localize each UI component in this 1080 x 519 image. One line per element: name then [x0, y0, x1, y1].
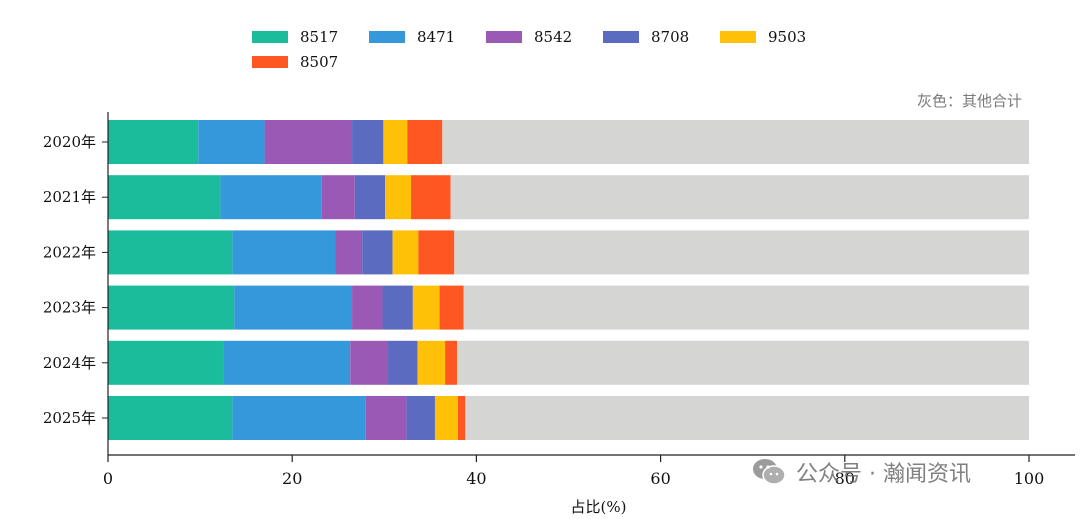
bar-segment-8708-2022年	[362, 230, 393, 275]
bar-segment-9503-2024年	[417, 340, 446, 385]
legend-item-8708: 8708	[603, 28, 689, 46]
legend-swatch	[486, 31, 522, 43]
y-tick-label: 2020年	[43, 133, 96, 151]
bar-segment-其他合计-2021年	[450, 175, 1029, 220]
legend-label: 8708	[651, 28, 690, 46]
bar-segment-8507-2024年	[445, 340, 458, 385]
bar-segment-8471-2021年	[220, 175, 322, 220]
bar-segment-9503-2021年	[385, 175, 412, 220]
x-tick-label: 60	[650, 469, 670, 488]
y-tick-label: 2022年	[43, 243, 96, 261]
watermark-text: 公众号 · 瀚闻资讯	[796, 462, 971, 487]
legend-label: 8517	[300, 28, 339, 46]
bar-segment-8542-2021年	[321, 175, 355, 220]
legend-swatch	[252, 56, 288, 68]
bar-segment-8507-2022年	[418, 230, 455, 275]
bar-segment-8517-2022年	[108, 230, 233, 275]
bar-segment-8708-2025年	[406, 396, 435, 440]
x-tick-label: 20	[282, 469, 302, 488]
bar-segment-8542-2022年	[335, 230, 363, 275]
x-tick-label: 40	[466, 469, 486, 488]
bar-segment-8507-2021年	[411, 175, 451, 220]
y-tick-label: 2021年	[43, 188, 96, 206]
legend-label: 8507	[300, 53, 339, 71]
bar-segment-8507-2023年	[439, 285, 464, 330]
x-axis-label: 占比(%)	[571, 498, 627, 516]
y-tick-label: 2023年	[43, 299, 96, 317]
bar-segment-8708-2020年	[352, 120, 384, 164]
x-tick-label: 80	[835, 469, 855, 488]
legend-label: 8471	[417, 28, 456, 46]
legend-item-8542: 8542	[486, 28, 572, 46]
wechat-icon	[753, 459, 786, 485]
bar-segment-8471-2020年	[198, 120, 265, 164]
bar-segment-8542-2020年	[264, 120, 353, 164]
bar-segment-其他合计-2024年	[457, 340, 1030, 385]
y-tick-label: 2025年	[43, 409, 96, 427]
legend-item-8507: 8507	[252, 53, 338, 71]
bar-segment-8471-2022年	[232, 230, 336, 275]
y-tick-label: 2024年	[43, 354, 96, 372]
legend-label: 8542	[534, 28, 573, 46]
bar-segment-9503-2025年	[434, 396, 458, 440]
bar-segment-8517-2025年	[108, 396, 233, 440]
watermark: 公众号 · 瀚闻资讯	[752, 456, 971, 488]
bar-segment-8542-2023年	[352, 285, 383, 330]
legend-swatch	[369, 31, 405, 43]
x-tick-label: 0	[103, 469, 113, 488]
bar-segment-其他合计-2025年	[465, 396, 1029, 440]
bar-segment-8517-2020年	[108, 120, 199, 164]
bar-segment-9503-2023年	[412, 285, 440, 330]
legend-label: 9503	[768, 28, 807, 46]
bar-segment-其他合计-2023年	[463, 285, 1030, 330]
bar-segment-其他合计-2020年	[442, 120, 1029, 164]
bar-segment-8507-2020年	[407, 120, 443, 164]
legend-swatch	[252, 31, 288, 43]
bar-segment-8542-2025年	[365, 396, 407, 440]
bar-segment-9503-2020年	[383, 120, 408, 164]
bar-segment-8708-2023年	[382, 285, 413, 330]
legend-item-8471: 8471	[369, 28, 455, 46]
bar-segment-8471-2025年	[232, 396, 366, 440]
bar-segment-8542-2024年	[350, 340, 388, 385]
legend-item-8517: 8517	[252, 28, 338, 46]
bar-segment-8708-2021年	[354, 175, 386, 220]
legend-item-9503: 9503	[720, 28, 806, 46]
chart-annotation: 灰色：其他合计	[916, 92, 1022, 110]
bar-segment-8708-2024年	[387, 340, 418, 385]
legend-swatch	[720, 31, 756, 43]
bar-segment-8517-2023年	[108, 285, 235, 330]
bar-segment-9503-2022年	[392, 230, 419, 275]
bar-segment-8471-2024年	[223, 340, 351, 385]
bar-segment-8517-2021年	[108, 175, 221, 220]
legend-swatch	[603, 31, 639, 43]
x-tick-label: 100	[1014, 469, 1045, 488]
bar-segment-其他合计-2022年	[454, 230, 1029, 275]
bar-segment-8471-2023年	[234, 285, 353, 330]
bar-segment-8507-2025年	[457, 396, 466, 440]
bar-segment-8517-2024年	[108, 340, 224, 385]
